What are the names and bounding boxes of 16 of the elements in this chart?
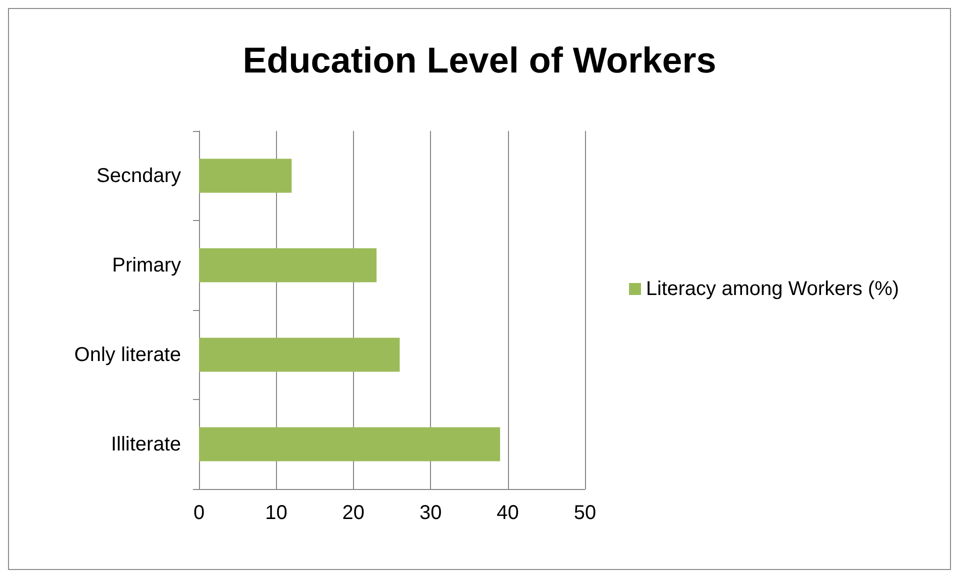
x-tick-label: 40 (496, 502, 519, 524)
y-tick-label: Illiterate (110, 433, 181, 456)
x-tick-label: 10 (265, 502, 288, 524)
bar (199, 338, 400, 372)
x-tick-label: 0 (193, 502, 205, 524)
y-tick-label: Secndary (96, 164, 181, 187)
bar (199, 427, 500, 462)
x-tick-label: 20 (342, 502, 365, 524)
y-tick-label: Only literate (74, 344, 181, 366)
chart-title: Education Level of Workers (242, 40, 716, 80)
bar (199, 248, 377, 282)
legend-label: Literacy among Workers (%) (646, 278, 900, 300)
x-tick-label: 30 (419, 502, 442, 524)
x-tick-label: 50 (574, 502, 596, 524)
y-tick-label: Primary (112, 254, 181, 276)
bar (199, 158, 292, 193)
